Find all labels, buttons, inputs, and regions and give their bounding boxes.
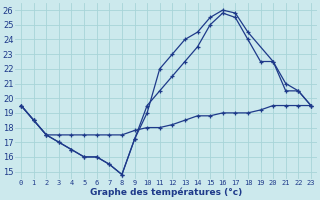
X-axis label: Graphe des températures (°c): Graphe des températures (°c) [90,188,242,197]
